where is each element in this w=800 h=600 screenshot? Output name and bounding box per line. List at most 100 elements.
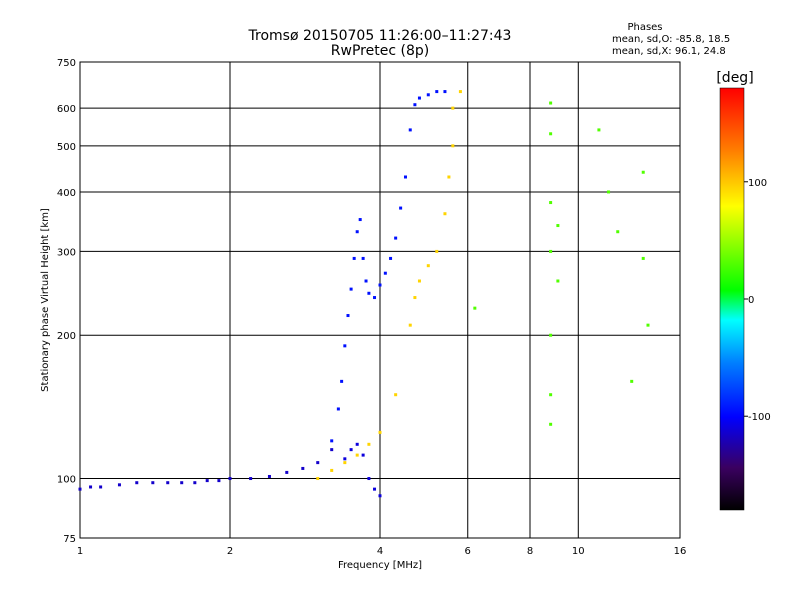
echo-point-low-E-layer [89,485,93,489]
colorbar-ticks: 100 0 -100 [744,178,771,423]
echo-point-scattered-echoes [616,230,620,234]
y-tick-label: 100 [57,475,76,486]
echo-point-x-mode-trace [451,106,455,110]
colorbar-tick-label: -100 [748,412,771,423]
colorbar-tick-label: 0 [748,295,754,306]
echo-point-scattered-echoes [549,201,553,205]
echo-point-low-E-layer [78,487,82,491]
colorbar [719,87,745,511]
echo-point-x-mode-trace [443,212,447,216]
echo-point-scattered-echoes [549,101,553,105]
echo-point-o-mode-F-trace [346,314,350,318]
echo-point-o-mode-F-trace [403,175,407,179]
echo-point-x-mode-trace [447,175,451,179]
echo-point-o-mode-F-trace [426,93,430,97]
echo-point-scattered-echoes [641,170,645,174]
echo-point-x-mode-trace [355,453,359,457]
echo-point-x-mode-trace [343,461,347,465]
echo-point-o-mode-F-trace [389,256,393,260]
y-tick-label: 75 [63,534,76,545]
echo-point-o-mode-F-trace [330,439,334,443]
echo-point-o-mode-F-trace [383,271,387,275]
echo-point-o-mode-lower-branch [349,448,353,452]
x-tick-label: 1 [77,546,83,557]
echo-point-low-E-layer [228,477,232,481]
stats-line-o: mean, sd,O: -85.8, 18.5 [612,34,730,45]
echo-point-o-mode-F-trace [355,230,359,234]
echo-point-o-mode-F-trace [413,103,417,107]
echo-point-scattered-echoes [641,256,645,260]
echo-point-x-mode-trace [367,442,371,446]
x-tick-label: 4 [377,546,383,557]
echo-point-x-mode-trace [394,393,398,397]
echo-point-low-E-layer [217,479,221,483]
echo-point-scattered-echoes [556,279,560,283]
echo-point-x-mode-trace [435,249,439,253]
echo-point-scattered-echoes [549,132,553,136]
echo-point-scattered-echoes [556,224,560,228]
echo-point-o-mode-F-trace [364,279,368,283]
echo-point-scattered-echoes [630,379,634,383]
echo-point-o-mode-F-trace [443,90,447,94]
echo-point-x-mode-trace [417,279,421,283]
x-tick-label: 6 [465,546,471,557]
echo-point-o-mode-lower-branch [361,453,365,457]
echo-point-low-E-layer [117,483,121,487]
echo-point-o-mode-F-trace [399,206,403,210]
x-axis-ticks: 1 2 4 6 8 10 16 [77,546,687,557]
y-axis-label: Stationary phase Virtual Height [km] [40,208,51,392]
echo-point-o-mode-F-trace [367,291,371,295]
echo-point-low-E-layer [99,485,103,489]
echo-point-o-mode-F-trace [352,256,356,260]
echo-point-low-E-layer [193,481,197,485]
echo-point-x-mode-trace [316,477,320,481]
echo-point-low-E-layer [205,479,209,483]
echo-point-o-mode-F-trace [394,236,398,240]
y-tick-label: 300 [57,247,76,258]
colorbar-tick-label: 100 [748,178,767,189]
echo-point-o-mode-lower-branch [367,477,371,481]
echo-point-x-mode-trace [408,323,412,327]
echo-point-x-mode-trace [426,264,430,268]
echo-point-low-E-layer [285,470,289,474]
echo-point-low-E-layer [249,477,253,481]
echo-point-scattered-echoes [549,422,553,426]
echo-point-x-mode-trace [378,430,382,434]
echo-point-o-mode-lower-branch [355,442,359,446]
echo-point-low-E-layer [166,481,170,485]
echo-point-o-mode-lower-branch [343,457,347,461]
stats-line-x: mean, sd,X: 96.1, 24.8 [612,46,726,57]
echo-point-x-mode-trace [458,90,462,94]
echo-point-o-mode-F-trace [373,296,377,300]
colorbar-label: [deg] [716,70,753,86]
echo-point-low-E-layer [267,474,271,478]
echo-point-scattered-echoes [549,249,553,253]
y-tick-label: 750 [57,58,76,69]
echo-point-o-mode-lower-branch [378,494,382,498]
echo-point-x-mode-trace [413,296,417,300]
echo-point-o-mode-F-trace [358,218,362,222]
echo-point-o-mode-lower-branch [373,487,377,491]
echo-point-o-mode-F-trace [361,256,365,260]
echo-point-scattered-echoes [646,323,650,327]
echo-point-scattered-echoes [549,333,553,337]
echo-point-x-mode-trace [451,144,455,148]
echo-point-scattered-echoes [473,306,477,310]
echo-point-low-E-layer [151,481,155,485]
echo-point-o-mode-F-trace [340,379,344,383]
x-tick-label: 10 [572,546,585,557]
echo-point-o-mode-F-trace [417,96,421,100]
x-tick-label: 8 [527,546,533,557]
echo-point-low-E-layer [301,466,305,470]
echo-point-o-mode-F-trace [336,407,340,411]
x-tick-label: 16 [674,546,687,557]
echo-point-low-E-layer [180,481,184,485]
y-tick-label: 600 [57,104,76,115]
echo-point-low-E-layer [135,481,139,485]
stats-heading: Phases [627,22,662,33]
echo-point-scattered-echoes [607,190,611,194]
echo-point-o-mode-F-trace [343,344,347,348]
echo-point-x-mode-trace [330,468,334,472]
echo-point-o-mode-F-trace [408,128,412,132]
grid-lines [80,62,680,538]
